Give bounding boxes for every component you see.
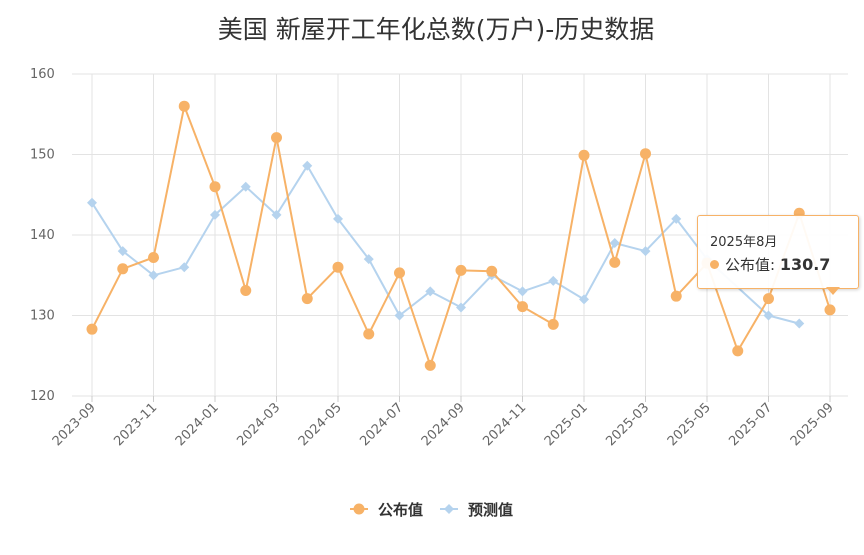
data-point <box>609 256 621 268</box>
x-tick-label: 2024-11 <box>480 400 529 449</box>
data-point <box>547 318 559 330</box>
y-tick-label: 120 <box>30 389 55 404</box>
data-point <box>394 267 405 279</box>
data-point <box>424 359 436 371</box>
data-point <box>271 132 282 144</box>
data-point <box>670 290 682 302</box>
data-point <box>302 160 313 171</box>
tooltip-marker <box>710 260 719 269</box>
x-tick-label: 2023-09 <box>50 400 99 449</box>
data-point <box>240 181 251 192</box>
data-point <box>394 310 405 321</box>
data-point <box>209 181 221 193</box>
data-point <box>640 148 651 160</box>
tooltip-label: 公布值: <box>725 256 780 274</box>
data-point <box>86 323 98 335</box>
data-point <box>240 285 252 297</box>
data-point <box>148 252 159 264</box>
legend-marker <box>444 504 454 514</box>
data-point <box>210 209 220 220</box>
data-point <box>178 100 190 112</box>
legend-marker <box>353 503 365 515</box>
series-line <box>91 164 800 325</box>
data-point <box>179 262 190 273</box>
x-tick-label: 2025-03 <box>603 400 652 449</box>
data-point <box>824 304 836 316</box>
legend: 公布值 预测值 <box>350 501 513 519</box>
legend-label: 公布值 <box>378 501 423 519</box>
data-point <box>794 318 805 329</box>
data-point <box>87 197 97 208</box>
data-point <box>763 310 774 321</box>
data-point <box>640 246 651 257</box>
data-point <box>486 265 498 277</box>
data-point <box>117 263 129 275</box>
data-point <box>517 301 528 313</box>
data-point <box>763 293 774 305</box>
x-tick-label: 2025-09 <box>788 400 837 449</box>
data-point <box>148 270 159 281</box>
data-point <box>301 293 313 305</box>
x-tick-label: 2025-07 <box>726 400 775 449</box>
data-point <box>425 286 436 297</box>
data-point <box>332 261 344 273</box>
legend-label: 预测值 <box>468 501 513 519</box>
tooltip-value: 130.7 <box>779 255 831 274</box>
tooltip-row: 公布值: 130.7 <box>710 254 830 275</box>
data-point <box>363 328 375 340</box>
data-point <box>363 254 374 265</box>
y-tick-label: 140 <box>30 228 55 243</box>
x-tick-label: 2024-01 <box>173 400 222 449</box>
x-tick-label: 2025-01 <box>542 400 591 449</box>
data-point <box>333 213 343 224</box>
x-tick-label: 2024-03 <box>234 400 283 449</box>
data-point <box>117 246 128 257</box>
y-tick-label: 150 <box>30 148 55 163</box>
grid-lines <box>72 73 848 397</box>
x-tick-label: 2024-09 <box>419 400 468 449</box>
data-point <box>548 275 559 286</box>
data-point <box>578 149 590 161</box>
data-point <box>732 345 744 357</box>
y-tick-label: 130 <box>30 309 55 324</box>
series-forecast <box>87 160 805 329</box>
y-tick-label: 160 <box>30 67 55 82</box>
tooltip: 2025年8月 公布值: 130.7 <box>697 215 859 295</box>
x-tick-label: 2023-11 <box>111 400 160 449</box>
tooltip-date: 2025年8月 <box>710 235 778 250</box>
data-point <box>609 238 620 249</box>
tooltip-arrow <box>826 287 840 295</box>
x-axis: 2023-09 2023-11 2024-01 2024-03 2024-05 2024-… <box>50 396 837 449</box>
x-tick-label: 2024-05 <box>296 400 345 449</box>
data-point <box>517 286 528 297</box>
data-point <box>671 213 682 224</box>
data-point <box>271 209 282 220</box>
data-point <box>579 294 589 305</box>
chart-title: 美国 新屋开工年化总数(万户)-历史数据 <box>218 15 654 44</box>
data-point <box>456 302 466 313</box>
x-tick-label: 2025-05 <box>665 400 714 449</box>
x-tick-label: 2024-07 <box>357 400 406 449</box>
data-point <box>455 264 467 276</box>
y-axis: 120 130 140 150 160 <box>30 67 55 404</box>
